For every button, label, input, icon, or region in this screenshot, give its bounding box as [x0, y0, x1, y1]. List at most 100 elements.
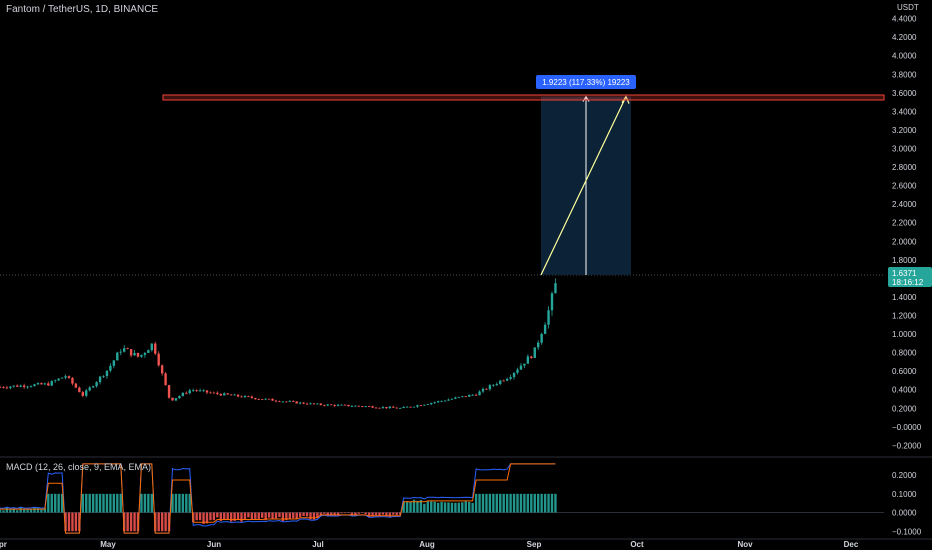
time-tick-label: Dec [844, 540, 859, 549]
candle-body [288, 401, 291, 402]
macd-histogram-bar [126, 512, 129, 532]
grid [0, 274, 932, 540]
macd-histogram-bar [481, 493, 485, 513]
candle-body [533, 347, 536, 358]
candle [343, 404, 347, 406]
candle-body [112, 360, 116, 366]
candle-body [350, 406, 354, 407]
candle-body [402, 406, 405, 408]
candle-body [302, 402, 305, 404]
candle-body [440, 400, 443, 402]
macd-histogram-bar [274, 512, 278, 519]
candle [457, 396, 461, 399]
candle [150, 343, 153, 352]
projection-tool[interactable]: 1.9223 (117.33%) 19223 [536, 75, 636, 276]
macd-histogram-bar [447, 502, 450, 513]
resistance-band [162, 94, 885, 101]
candle [505, 377, 509, 382]
macd-histogram-bar [523, 493, 526, 513]
candle-body [181, 392, 185, 396]
resistance-zone[interactable] [162, 94, 885, 101]
candle [512, 372, 516, 380]
macd-histogram-bar [29, 509, 33, 513]
candle [526, 354, 530, 364]
candle [74, 382, 78, 389]
candle [399, 407, 402, 409]
macd-histogram-bar [160, 512, 164, 532]
macd-histogram-bar [60, 493, 64, 513]
candle-body [185, 392, 188, 394]
candle [481, 387, 485, 394]
candle-body [392, 406, 395, 408]
candle-body [474, 394, 478, 396]
candle [485, 388, 488, 390]
price-tick-label: 2.6000 [892, 182, 917, 191]
candle-body [85, 390, 88, 396]
macd-histogram-bar [254, 512, 257, 519]
macd-histogram-bar [285, 512, 288, 521]
candle-series [0, 278, 557, 410]
candle-body [481, 388, 485, 392]
candle-body [226, 393, 229, 395]
macd-histogram-bar [288, 512, 291, 520]
macd-histogram-bar [2, 510, 5, 513]
candle [60, 377, 64, 379]
candle-body [537, 342, 540, 348]
time-axis[interactable]: Apr May Jun Jul Aug Sep Oct Nov Dec [0, 540, 859, 549]
candle [468, 394, 471, 397]
macd-histogram-bar [516, 493, 519, 513]
macd-histogram-bar [95, 493, 98, 513]
candle-body [64, 376, 67, 378]
candle [464, 396, 467, 398]
macd-histogram-bar [123, 512, 126, 532]
macd-histogram-bar [271, 512, 274, 519]
macd-histogram-bar [223, 512, 226, 520]
candle-body [419, 405, 423, 407]
candle-body [5, 387, 9, 389]
candle [33, 383, 36, 387]
candle-body [468, 394, 471, 397]
price-tick-label: −0.2000 [892, 441, 922, 450]
macd-histogram-bar [12, 508, 15, 513]
candle-body [195, 390, 198, 392]
candle [492, 384, 495, 387]
candle-body [67, 376, 71, 378]
macd-histogram-bar [47, 493, 50, 513]
macd-histogram-bar [478, 493, 481, 513]
candle [123, 345, 126, 353]
candle-body [50, 381, 53, 386]
candle-body [285, 401, 288, 403]
candle-body [123, 348, 126, 352]
candle [185, 391, 188, 395]
candle [157, 351, 160, 367]
candle [181, 392, 185, 397]
candle-body [336, 404, 340, 406]
candle [323, 404, 326, 407]
macd-histogram-bar [457, 502, 461, 513]
price-tick-label: 3.4000 [892, 107, 917, 116]
macd-tick-label: 0.0000 [892, 509, 917, 518]
macd-histogram-bar [292, 512, 295, 519]
macd-histogram-bar [198, 512, 202, 521]
candle [374, 406, 378, 409]
candle-body [109, 365, 112, 371]
macd-histogram-bar [50, 493, 53, 513]
macd-histogram-bar [495, 493, 498, 513]
candle [95, 381, 98, 388]
candle [409, 406, 412, 408]
price-tick-label: 0.8000 [892, 349, 917, 358]
candle-body [102, 376, 105, 377]
macd-histogram-bar [326, 512, 329, 516]
macd-histogram-bar [488, 493, 492, 513]
price-tag-countdown: 18:16:12 [892, 278, 924, 287]
macd-histogram-bar [67, 512, 71, 532]
macd-axis[interactable]: 0.2000 0.1000 0.0000 −0.1000 [892, 471, 922, 536]
candle [443, 399, 447, 402]
candle [395, 407, 398, 409]
candle-body [257, 399, 260, 400]
macd-histogram-bar [409, 501, 412, 513]
macd-histogram-bar [468, 501, 471, 513]
candle-body [178, 395, 181, 399]
candle-body [295, 401, 298, 404]
